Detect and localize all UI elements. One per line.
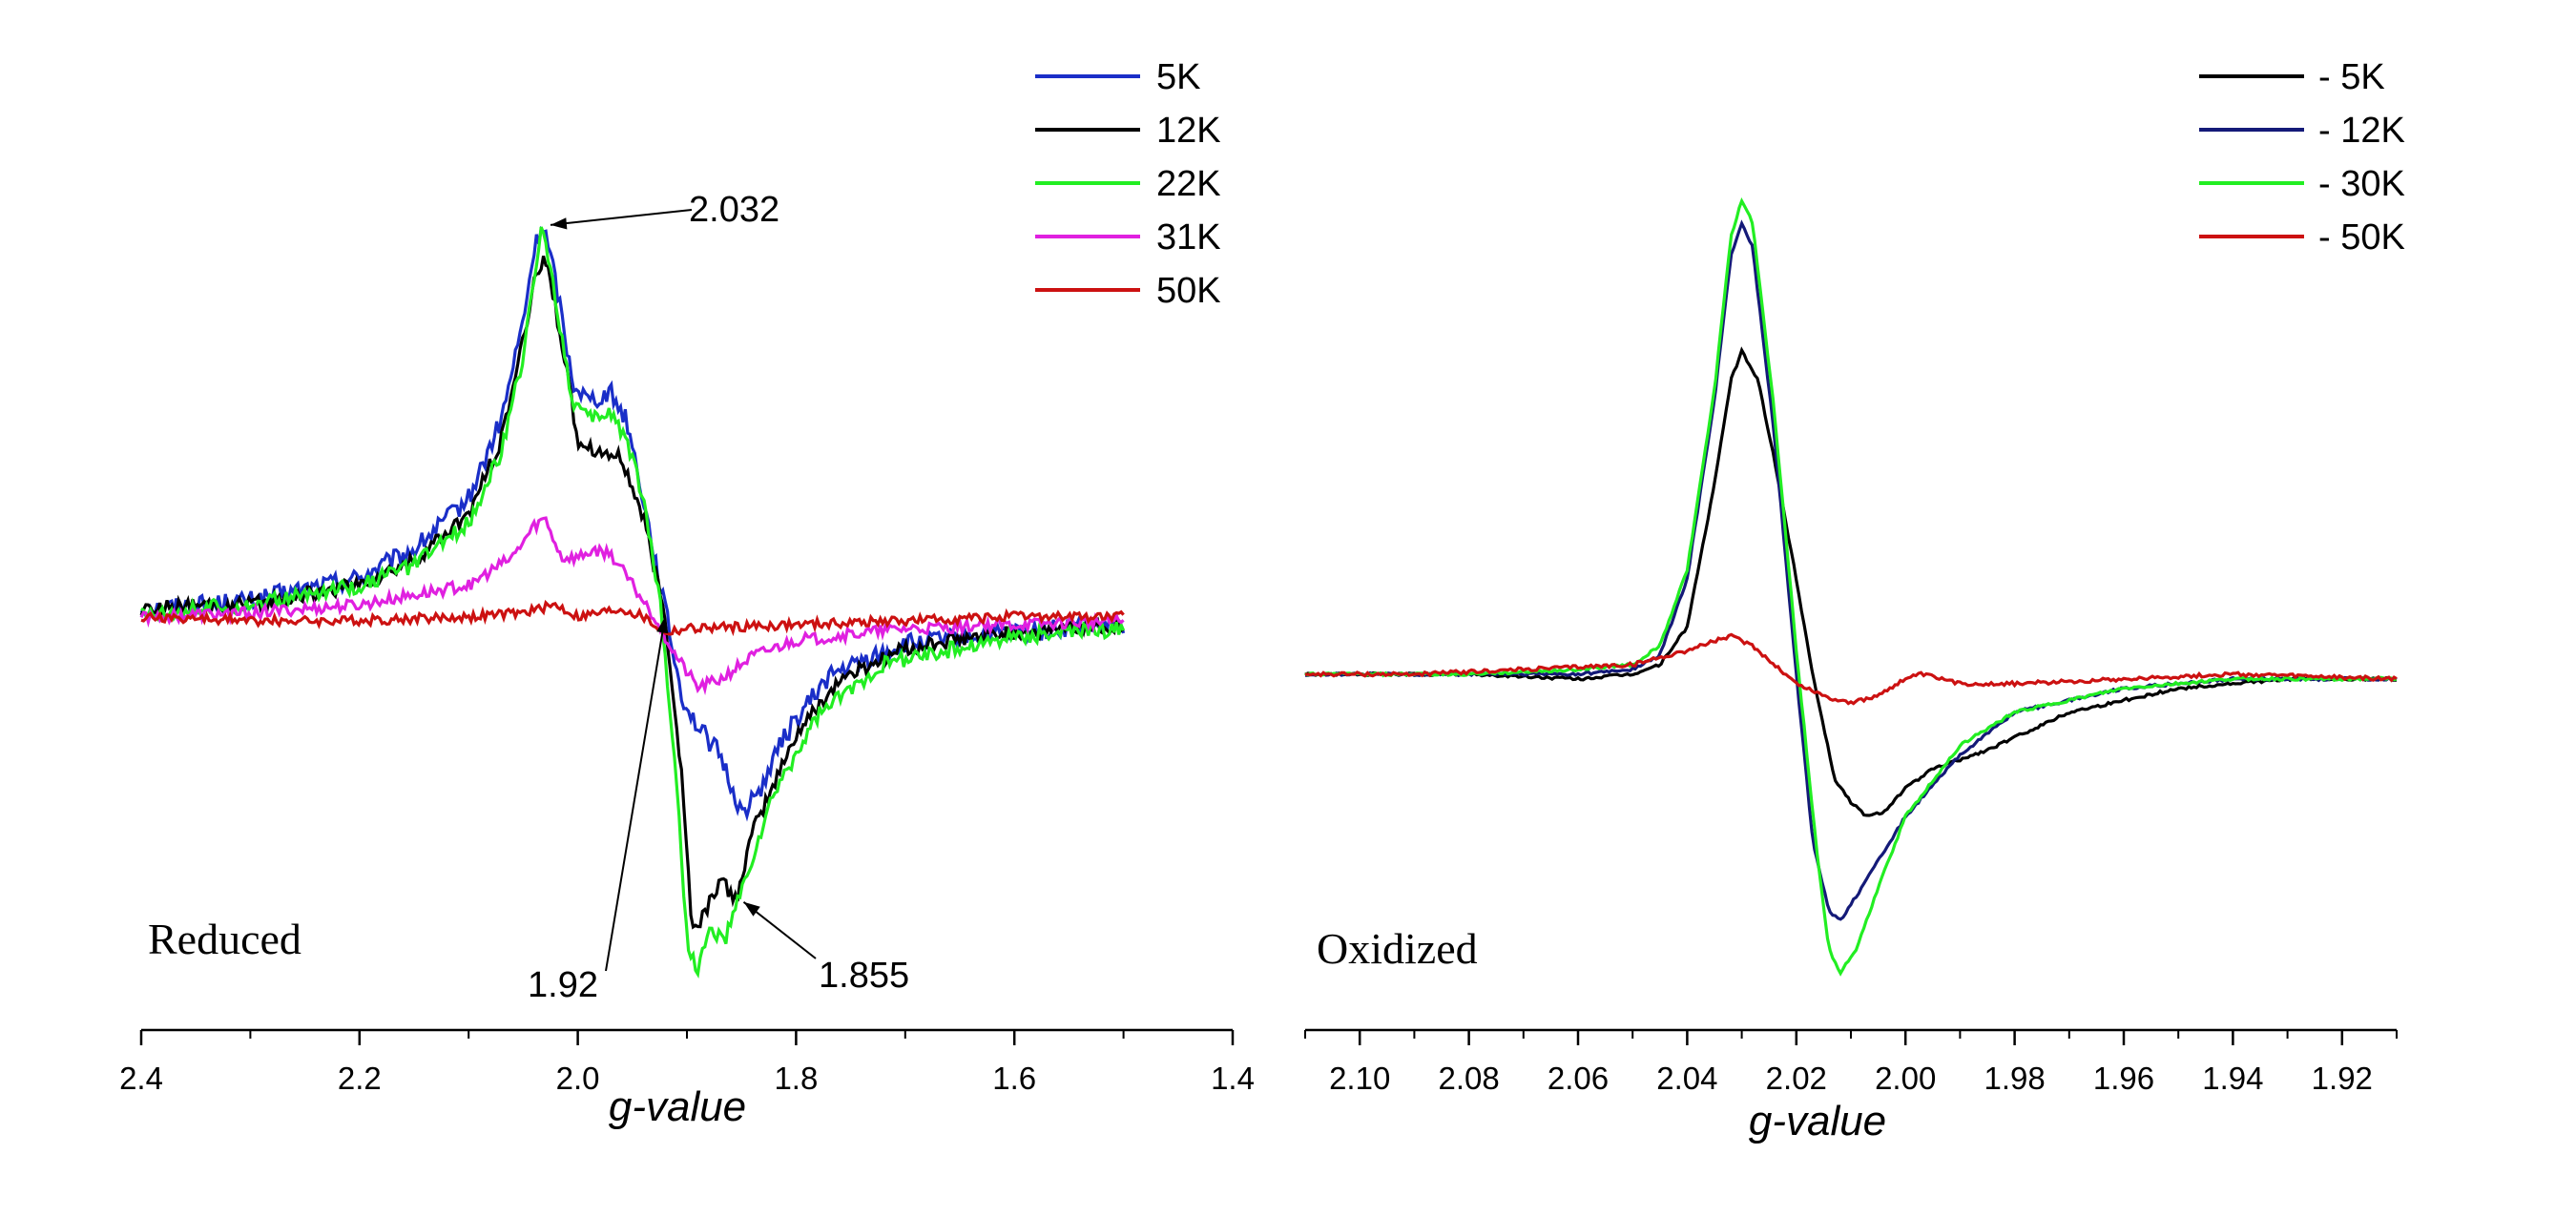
legend-label: - 30K (2318, 164, 2405, 204)
series-line-50k (140, 599, 1125, 637)
oxidized-legend: - 5K - 12K - 30K - 50K (2199, 57, 2405, 258)
reduced-legend: 5K 12K 22K 31K 50K (1035, 57, 1221, 311)
legend-label: - 5K (2318, 57, 2385, 97)
x-tick-label: 2.2 (338, 1061, 382, 1096)
x-tick-label: 1.4 (1211, 1061, 1255, 1096)
annotation-arrowhead (743, 901, 760, 917)
reduced-panel: 2.4 2.2 2.0 1.8 1.6 1.4 5K 12K 22K 31K 50K 2.032 1… (119, 57, 1255, 1130)
x-tick-label: 2.06 (1548, 1061, 1609, 1096)
x-tick-label: 1.8 (774, 1061, 818, 1096)
legend-label: - 12K (2318, 111, 2405, 151)
annotation-arrow (605, 616, 667, 972)
x-tick-label: 2.04 (1656, 1061, 1717, 1096)
series-line-50k (1304, 632, 2398, 706)
legend-label: 22K (1156, 164, 1221, 204)
series-line-30k (1304, 196, 2398, 977)
annotation-label: 1.92 (528, 965, 598, 1005)
reduced-annotations: 2.032 1.92 1.855 (528, 190, 909, 1005)
reduced-series-layer (139, 225, 1126, 979)
legend-label: 5K (1156, 57, 1200, 97)
x-tick-label: 2.10 (1329, 1061, 1390, 1096)
annotation-label: 1.855 (819, 956, 909, 996)
oxidized-panel: 2.10 2.08 2.06 2.04 2.02 2.00 1.98 1.96 1.94 1.92… (1304, 57, 2405, 1144)
oxidized-series-layer (1304, 196, 2398, 977)
oxidized-panel-label: Oxidized (1317, 924, 1478, 973)
series-line-22k (140, 226, 1126, 979)
reduced-x-axis-title: g-value (609, 1083, 746, 1130)
x-tick-label: 2.00 (1875, 1061, 1936, 1096)
annotation-arrowhead (656, 616, 669, 634)
x-tick-label: 2.0 (556, 1061, 600, 1096)
annotation-label: 2.032 (689, 190, 779, 230)
x-tick-label: 1.6 (992, 1061, 1036, 1096)
series-line-12k (1304, 219, 2398, 921)
series-line-12k (139, 256, 1125, 930)
x-tick-label: 2.08 (1438, 1061, 1499, 1096)
legend-label: 50K (1156, 271, 1221, 311)
series-line-5k (139, 225, 1126, 822)
series-line-5k (1304, 346, 2398, 817)
x-tick-label: 1.94 (2202, 1061, 2263, 1096)
annotation-arrow (550, 209, 693, 226)
legend-label: 12K (1156, 111, 1221, 151)
reduced-panel-label: Reduced (148, 915, 301, 963)
x-tick-label: 1.98 (1984, 1061, 2045, 1096)
annotation-arrowhead (550, 217, 568, 230)
x-tick-label: 1.96 (2093, 1061, 2154, 1096)
x-tick-label: 2.4 (119, 1061, 163, 1096)
legend-label: 31K (1156, 217, 1221, 258)
x-tick-label: 1.92 (2312, 1061, 2373, 1096)
x-tick-label: 2.02 (1766, 1061, 1827, 1096)
oxidized-x-axis-title: g-value (1749, 1098, 1886, 1144)
reduced-x-axis: 2.4 2.2 2.0 1.8 1.6 1.4 (119, 1028, 1255, 1096)
oxidized-x-axis: 2.10 2.08 2.06 2.04 2.02 2.00 1.98 1.96 1.94 1.92 (1304, 1028, 2398, 1096)
legend-label: - 50K (2318, 217, 2405, 258)
series-line-31k (139, 516, 1125, 696)
